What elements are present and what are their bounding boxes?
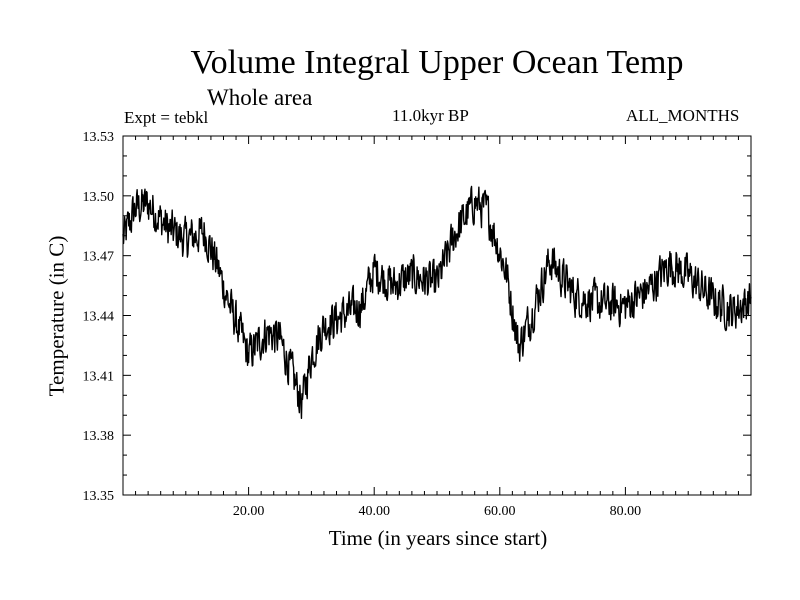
months-label: ALL_MONTHS xyxy=(626,106,740,125)
period-label: 11.0kyr BP xyxy=(392,106,469,125)
chart-title: Volume Integral Upper Ocean Temp xyxy=(190,44,684,81)
x-tick-label: 20.00 xyxy=(233,504,265,519)
y-axis-label: Temperature (in C) xyxy=(44,235,69,397)
plot-frame xyxy=(122,135,752,496)
x-tick-label: 40.00 xyxy=(358,504,390,519)
y-tick-label: 13.38 xyxy=(83,429,115,444)
series-line xyxy=(122,185,752,420)
y-tick-label: 13.35 xyxy=(83,489,115,504)
y-tick-label: 13.50 xyxy=(83,190,115,205)
x-tick-label: 80.00 xyxy=(610,504,642,519)
y-tick-label: 13.44 xyxy=(83,310,115,325)
experiment-label: Expt = tebkl xyxy=(124,108,209,127)
chart-subtitle: Whole area xyxy=(207,85,313,110)
y-tick-label: 13.47 xyxy=(83,250,115,265)
x-axis-label: Time (in years since start) xyxy=(328,526,548,550)
y-tick-label: 13.53 xyxy=(83,130,115,145)
x-tick-label: 60.00 xyxy=(484,504,516,519)
y-tick-label: 13.41 xyxy=(83,369,115,384)
